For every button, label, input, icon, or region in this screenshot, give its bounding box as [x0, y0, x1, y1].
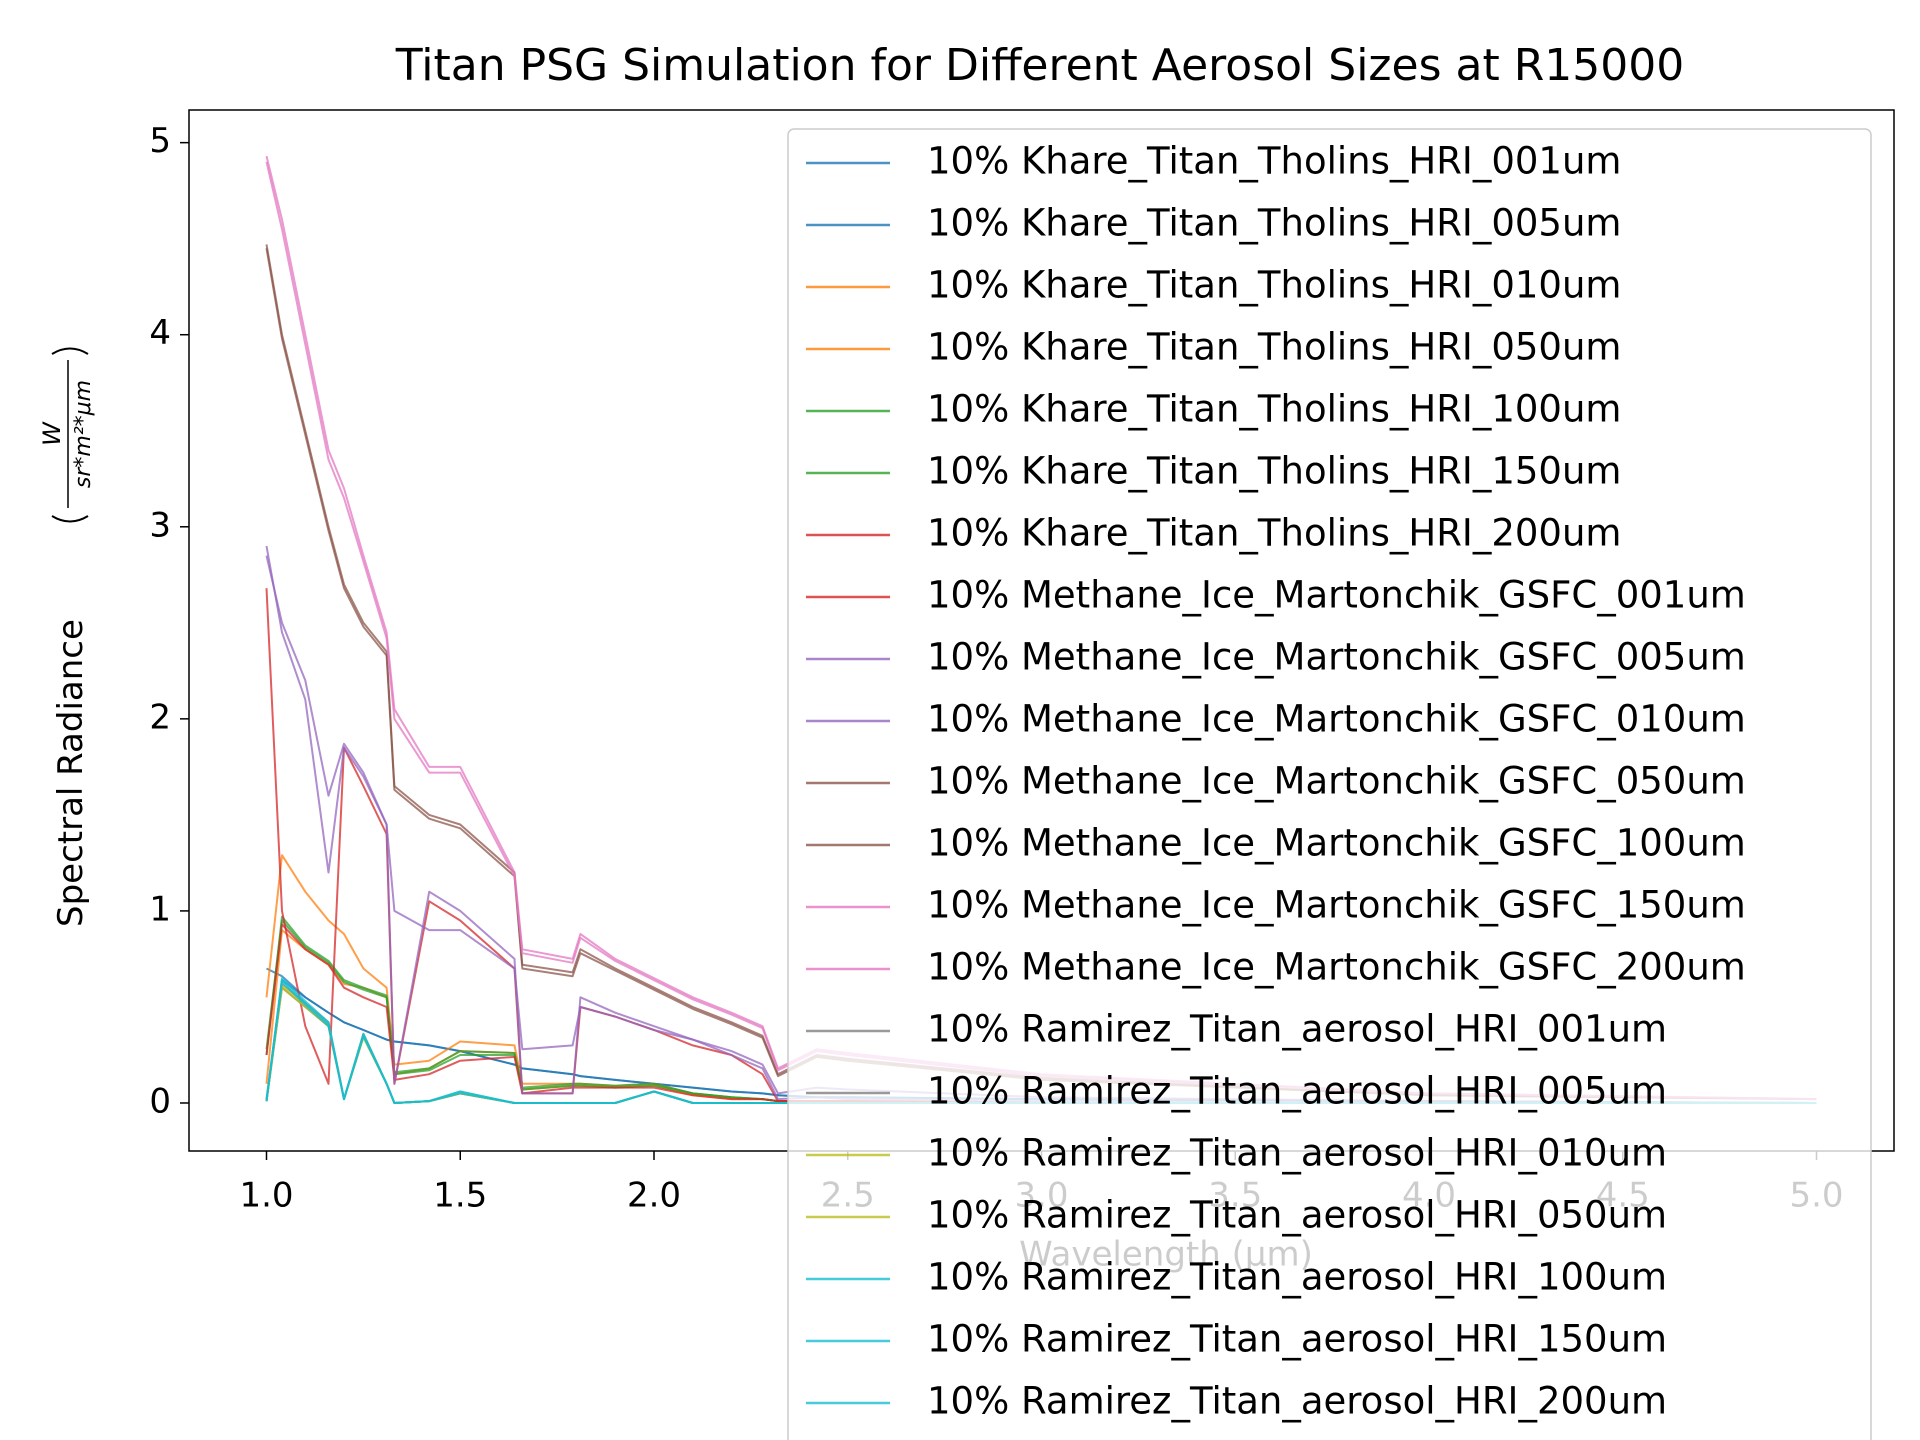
legend-label: 10% Ramirez_Titan_aerosol_HRI_001um — [927, 1008, 1667, 1051]
legend-label: 10% Khare_Titan_Tholins_HRI_150um — [927, 450, 1621, 493]
chart-title: Titan PSG Simulation for Different Aeros… — [395, 40, 1685, 91]
y-unit-denominator: sr*m²*μm — [71, 380, 96, 488]
legend-label: 10% Methane_Ice_Martonchik_GSFC_001um — [927, 574, 1746, 617]
legend: 10% Khare_Titan_Tholins_HRI_001um 10% Kha… — [787, 128, 1872, 1440]
legend-label: 10% Ramirez_Titan_aerosol_HRI_100um — [927, 1256, 1667, 1299]
legend-label: 10% Khare_Titan_Tholins_HRI_010um — [927, 264, 1621, 307]
legend-label: 10% Khare_Titan_Tholins_HRI_200um — [927, 512, 1621, 555]
legend-label: 10% Khare_Titan_Tholins_HRI_001um — [927, 140, 1621, 183]
y-tick-label: 3 — [149, 505, 171, 545]
legend-label: 10% Ramirez_Titan_aerosol_HRI_005um — [927, 1070, 1667, 1113]
legend-label: 10% Khare_Titan_Tholins_HRI_100um — [927, 388, 1621, 431]
legend-label: 10% Methane_Ice_Martonchik_GSFC_005um — [927, 636, 1746, 679]
legend-label: 10% Methane_Ice_Martonchik_GSFC_200um — [927, 946, 1746, 989]
paren-close — [51, 347, 89, 355]
x-tick-label: 2.0 — [627, 1176, 681, 1216]
y-label-text: Spectral Radiance — [51, 619, 91, 927]
y-axis-label: Spectral Radiance W sr*m²*μm — [38, 347, 96, 927]
y-tick-label: 1 — [149, 889, 171, 929]
paren-open — [51, 515, 89, 523]
legend-label: 10% Khare_Titan_Tholins_HRI_005um — [927, 202, 1621, 245]
y-tick-label: 0 — [149, 1081, 171, 1121]
legend-label: 10% Methane_Ice_Martonchik_GSFC_050um — [927, 760, 1746, 803]
legend-label: 10% Ramirez_Titan_aerosol_HRI_010um — [927, 1132, 1667, 1175]
y-tick-label: 4 — [149, 313, 171, 353]
legend-label: 10% Methane_Ice_Martonchik_GSFC_100um — [927, 822, 1746, 865]
legend-label: 10% Ramirez_Titan_aerosol_HRI_150um — [927, 1318, 1667, 1361]
legend-label: 10% Ramirez_Titan_aerosol_HRI_050um — [927, 1194, 1667, 1237]
legend-label: 10% Methane_Ice_Martonchik_GSFC_010um — [927, 698, 1746, 741]
y-tick-label: 2 — [149, 697, 171, 737]
y-tick-label: 5 — [149, 121, 171, 161]
x-tick-label: 1.0 — [239, 1176, 293, 1216]
legend-label: 10% Ramirez_Titan_aerosol_HRI_200um — [927, 1380, 1667, 1423]
y-unit-numerator: W — [38, 421, 66, 446]
legend-frame — [787, 128, 1872, 1440]
legend-label: 10% Khare_Titan_Tholins_HRI_050um — [927, 326, 1621, 369]
x-tick-label: 1.5 — [433, 1176, 487, 1216]
legend-label: 10% Methane_Ice_Martonchik_GSFC_150um — [927, 884, 1746, 927]
